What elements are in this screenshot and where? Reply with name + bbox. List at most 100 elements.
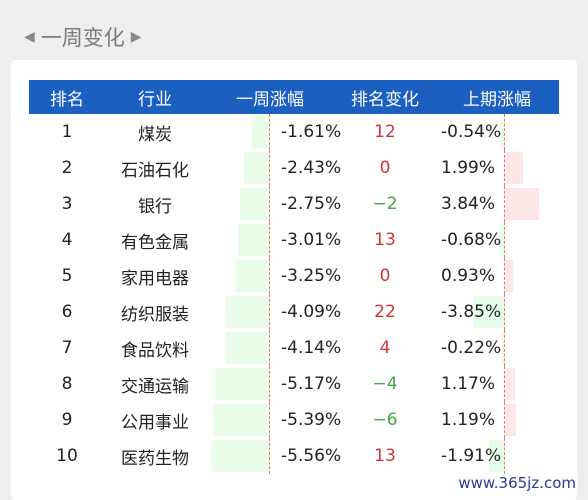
triangle-left-icon[interactable]: ◀ [24, 29, 35, 45]
zero-line [504, 330, 505, 366]
table-row[interactable]: 5 家用电器 -3.25% 0 0.93% [29, 258, 559, 294]
week-change-cell: -2.43% [205, 150, 341, 186]
zero-line [269, 114, 270, 150]
week-change-bar [237, 224, 269, 256]
week-change-value: -2.75% [281, 194, 342, 214]
table-row[interactable]: 6 纺织服装 -4.09% 22 -3.85% [29, 294, 559, 330]
industry-cell: 煤炭 [138, 124, 172, 145]
week-change-cell: -4.14% [205, 330, 341, 366]
ranking-card: 排名 行业 一周涨幅 排名变化 上期涨幅 1 煤炭 -1.61% 12 -0.54% 2 石… [11, 60, 577, 500]
header-week-change: 一周涨幅 [236, 89, 304, 110]
zero-line [269, 402, 270, 438]
table-row[interactable]: 4 有色金属 -3.01% 13 -0.68% [29, 222, 559, 258]
rank-change-cell: −2 [372, 194, 398, 214]
zero-line [269, 222, 270, 258]
prev-change-bar [505, 152, 523, 184]
prev-change-value: -0.22% [441, 338, 502, 358]
table-row[interactable]: 10 医药生物 -5.56% 13 -1.91% [29, 438, 559, 474]
rank-cell: 1 [61, 122, 73, 142]
zero-line [504, 294, 505, 330]
rank-change-cell: −4 [372, 374, 398, 394]
week-change-bar [225, 332, 269, 364]
prev-change-value: -1.91% [441, 446, 502, 466]
week-change-value: -5.17% [281, 374, 342, 394]
rank-cell: 7 [61, 338, 73, 358]
week-change-value: -1.61% [281, 122, 342, 142]
zero-line [504, 186, 505, 222]
zero-line [269, 186, 270, 222]
industry-cell: 纺织服装 [121, 304, 189, 325]
week-change-cell: -5.56% [205, 438, 341, 474]
prev-change-cell: 3.84% [435, 186, 559, 222]
prev-change-bar [499, 116, 504, 148]
week-change-value: -3.25% [281, 266, 342, 286]
rank-change-cell: 13 [374, 230, 396, 250]
week-change-cell: -2.75% [205, 186, 341, 222]
rank-change-cell: 12 [374, 122, 396, 142]
table-row[interactable]: 2 石油石化 -2.43% 0 1.99% [29, 150, 559, 186]
zero-line [504, 366, 505, 402]
industry-cell: 石油石化 [121, 160, 189, 181]
rank-change-cell: 0 [379, 266, 391, 286]
table-row[interactable]: 8 交通运输 -5.17% −4 1.17% [29, 366, 559, 402]
prev-change-bar [505, 368, 516, 400]
week-change-value: -5.39% [281, 410, 342, 430]
prev-change-value: 1.17% [441, 374, 496, 394]
industry-cell: 银行 [138, 196, 172, 217]
industry-cell: 家用电器 [121, 268, 189, 289]
zero-line [504, 150, 505, 186]
rank-cell: 4 [61, 230, 73, 250]
section-header: ◀ 一周变化 ▶ [24, 20, 142, 54]
prev-change-value: -0.68% [441, 230, 502, 250]
week-change-value: -4.14% [281, 338, 342, 358]
prev-change-bar [502, 332, 504, 364]
rank-change-cell: 22 [374, 302, 396, 322]
week-change-value: -3.01% [281, 230, 342, 250]
triangle-right-icon[interactable]: ▶ [130, 29, 142, 45]
prev-change-cell: -0.54% [435, 114, 559, 150]
week-change-cell: -4.09% [205, 294, 341, 330]
section-title: 一周变化 [40, 26, 125, 50]
prev-change-cell: 1.99% [435, 150, 559, 186]
zero-line [269, 330, 270, 366]
prev-change-value: 3.84% [441, 194, 496, 214]
industry-table: 排名 行业 一周涨幅 排名变化 上期涨幅 1 煤炭 -1.61% 12 -0.54% 2 石… [29, 80, 559, 474]
table-row[interactable]: 3 银行 -2.75% −2 3.84% [29, 186, 559, 222]
table-row[interactable]: 1 煤炭 -1.61% 12 -0.54% [29, 114, 559, 150]
prev-change-cell: -0.22% [435, 330, 559, 366]
week-change-cell: -5.17% [205, 366, 341, 402]
prev-change-bar [498, 224, 504, 256]
zero-line [504, 114, 505, 150]
zero-line [269, 258, 270, 294]
week-change-bar [240, 188, 269, 220]
week-change-bar [226, 296, 269, 328]
rank-cell: 6 [61, 302, 73, 322]
zero-line [269, 294, 270, 330]
table-row[interactable]: 7 食品饮料 -4.14% 4 -0.22% [29, 330, 559, 366]
industry-cell: 有色金属 [121, 232, 189, 253]
rank-cell: 9 [61, 410, 73, 430]
rank-cell: 3 [61, 194, 73, 214]
prev-change-value: -0.54% [441, 122, 502, 142]
rank-cell: 8 [61, 374, 73, 394]
header-prev-change: 上期涨幅 [463, 89, 531, 110]
industry-cell: 交通运输 [121, 376, 189, 397]
week-change-bar [243, 152, 269, 184]
prev-change-value: -3.85% [441, 302, 502, 322]
week-change-bar [211, 440, 269, 472]
rank-cell: 5 [61, 266, 73, 286]
zero-line [269, 366, 270, 402]
week-change-value: -2.43% [281, 158, 342, 178]
week-change-bar [235, 260, 269, 292]
table-row[interactable]: 9 公用事业 -5.39% −6 1.19% [29, 402, 559, 438]
industry-cell: 食品饮料 [121, 340, 189, 361]
rank-cell: 10 [56, 446, 78, 466]
industry-cell: 公用事业 [121, 412, 189, 433]
week-change-value: -4.09% [281, 302, 342, 322]
rank-change-cell: 13 [374, 446, 396, 466]
prev-change-cell: 1.19% [435, 402, 559, 438]
table-body: 1 煤炭 -1.61% 12 -0.54% 2 石油石化 -2.43% 0 1.99% 3 银行 -2.… [29, 114, 559, 474]
prev-change-value: 1.99% [441, 158, 496, 178]
week-change-cell: -5.39% [205, 402, 341, 438]
prev-change-bar [489, 440, 504, 472]
